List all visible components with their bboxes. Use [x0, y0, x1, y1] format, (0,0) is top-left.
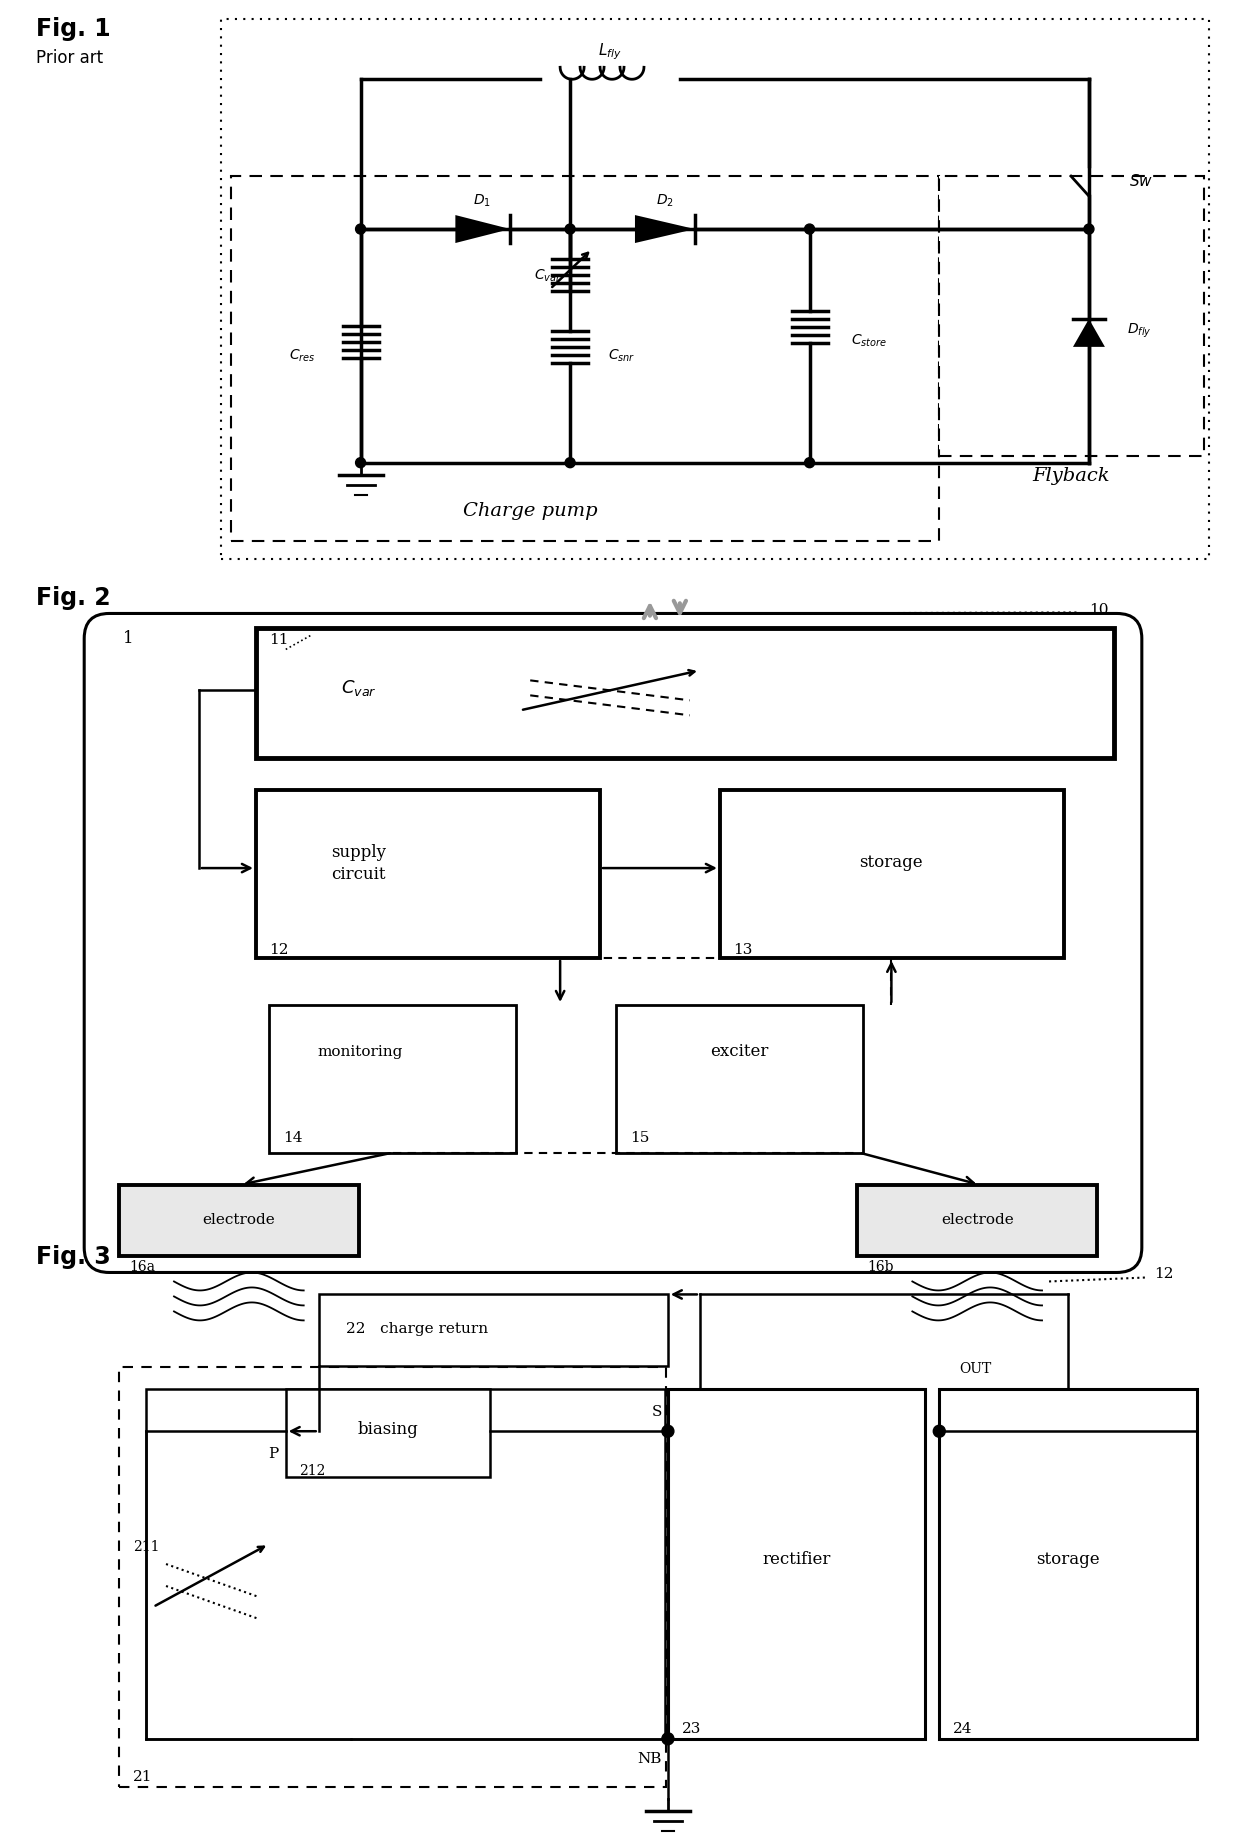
- Text: 22   charge return: 22 charge return: [346, 1322, 487, 1337]
- Circle shape: [662, 1733, 673, 1744]
- Bar: [858, 1184, 1097, 1256]
- Text: rectifier: rectifier: [763, 1551, 831, 1567]
- Circle shape: [356, 225, 366, 234]
- Text: monitoring: monitoring: [317, 1046, 403, 1058]
- Text: electrode: electrode: [202, 1213, 275, 1226]
- Text: storage: storage: [859, 854, 924, 870]
- Text: exciter: exciter: [711, 1044, 769, 1060]
- Bar: [939, 177, 1204, 455]
- Text: P: P: [269, 1448, 279, 1460]
- Circle shape: [565, 225, 575, 234]
- Text: Fig. 2: Fig. 2: [36, 586, 110, 610]
- Bar: [255, 629, 1114, 758]
- Text: 15: 15: [630, 1130, 650, 1145]
- Text: 10: 10: [1089, 603, 1109, 618]
- Text: $D_1$: $D_1$: [474, 194, 491, 208]
- Text: OUT: OUT: [960, 1363, 992, 1376]
- Text: $C_{store}$: $C_{store}$: [852, 332, 888, 349]
- Text: Charge pump: Charge pump: [463, 502, 598, 520]
- Bar: [255, 791, 600, 957]
- Text: 212: 212: [299, 1464, 325, 1479]
- Text: 16a: 16a: [129, 1261, 155, 1274]
- Polygon shape: [455, 216, 510, 243]
- Text: $C_{res}$: $C_{res}$: [289, 349, 316, 363]
- Text: Prior art: Prior art: [36, 50, 103, 66]
- Polygon shape: [635, 216, 694, 243]
- Text: 21: 21: [133, 1770, 153, 1783]
- Text: 12: 12: [1153, 1267, 1173, 1282]
- Bar: [668, 1389, 925, 1739]
- Text: $L_{fly}$: $L_{fly}$: [598, 41, 621, 61]
- Text: $D_{fly}$: $D_{fly}$: [1127, 321, 1152, 339]
- Text: Fig. 1: Fig. 1: [36, 17, 110, 41]
- Text: S: S: [651, 1405, 662, 1420]
- Bar: [221, 18, 1209, 559]
- Text: biasing: biasing: [357, 1420, 418, 1438]
- Bar: [616, 1005, 863, 1152]
- Bar: [939, 1389, 1197, 1739]
- Text: 24: 24: [954, 1722, 972, 1735]
- Text: Fig. 3: Fig. 3: [36, 1245, 112, 1269]
- Circle shape: [1084, 225, 1094, 234]
- Bar: [231, 177, 939, 540]
- Text: Flyback: Flyback: [1032, 467, 1110, 485]
- Circle shape: [934, 1425, 945, 1436]
- Bar: [285, 1389, 490, 1477]
- Text: supply: supply: [331, 843, 386, 861]
- Bar: [319, 1294, 668, 1366]
- Text: $C_{snr}$: $C_{snr}$: [608, 349, 635, 363]
- Text: circuit: circuit: [331, 865, 386, 883]
- Circle shape: [805, 457, 815, 468]
- Text: 1: 1: [123, 631, 134, 647]
- Text: 14: 14: [283, 1130, 303, 1145]
- Text: $C_{var}$: $C_{var}$: [534, 267, 562, 284]
- Circle shape: [356, 457, 366, 468]
- Text: 16b: 16b: [868, 1261, 894, 1274]
- Text: NB: NB: [637, 1752, 662, 1767]
- Circle shape: [662, 1425, 673, 1436]
- Text: 12: 12: [269, 942, 288, 957]
- Bar: [119, 1184, 358, 1256]
- Text: $D_2$: $D_2$: [656, 194, 673, 208]
- Text: 13: 13: [733, 942, 753, 957]
- Text: $C_{var}$: $C_{var}$: [341, 679, 376, 699]
- FancyBboxPatch shape: [84, 614, 1142, 1272]
- Bar: [269, 1005, 516, 1152]
- Text: electrode: electrode: [941, 1213, 1013, 1226]
- Text: 11: 11: [269, 634, 288, 647]
- Circle shape: [805, 225, 815, 234]
- Bar: [719, 791, 1064, 957]
- Polygon shape: [1073, 319, 1105, 347]
- Text: 211: 211: [133, 1540, 160, 1554]
- Text: storage: storage: [1037, 1551, 1100, 1567]
- Circle shape: [565, 457, 575, 468]
- Text: 23: 23: [682, 1722, 702, 1735]
- Bar: [146, 1389, 665, 1739]
- Bar: [119, 1368, 666, 1787]
- Text: $Sw$: $Sw$: [1128, 173, 1153, 190]
